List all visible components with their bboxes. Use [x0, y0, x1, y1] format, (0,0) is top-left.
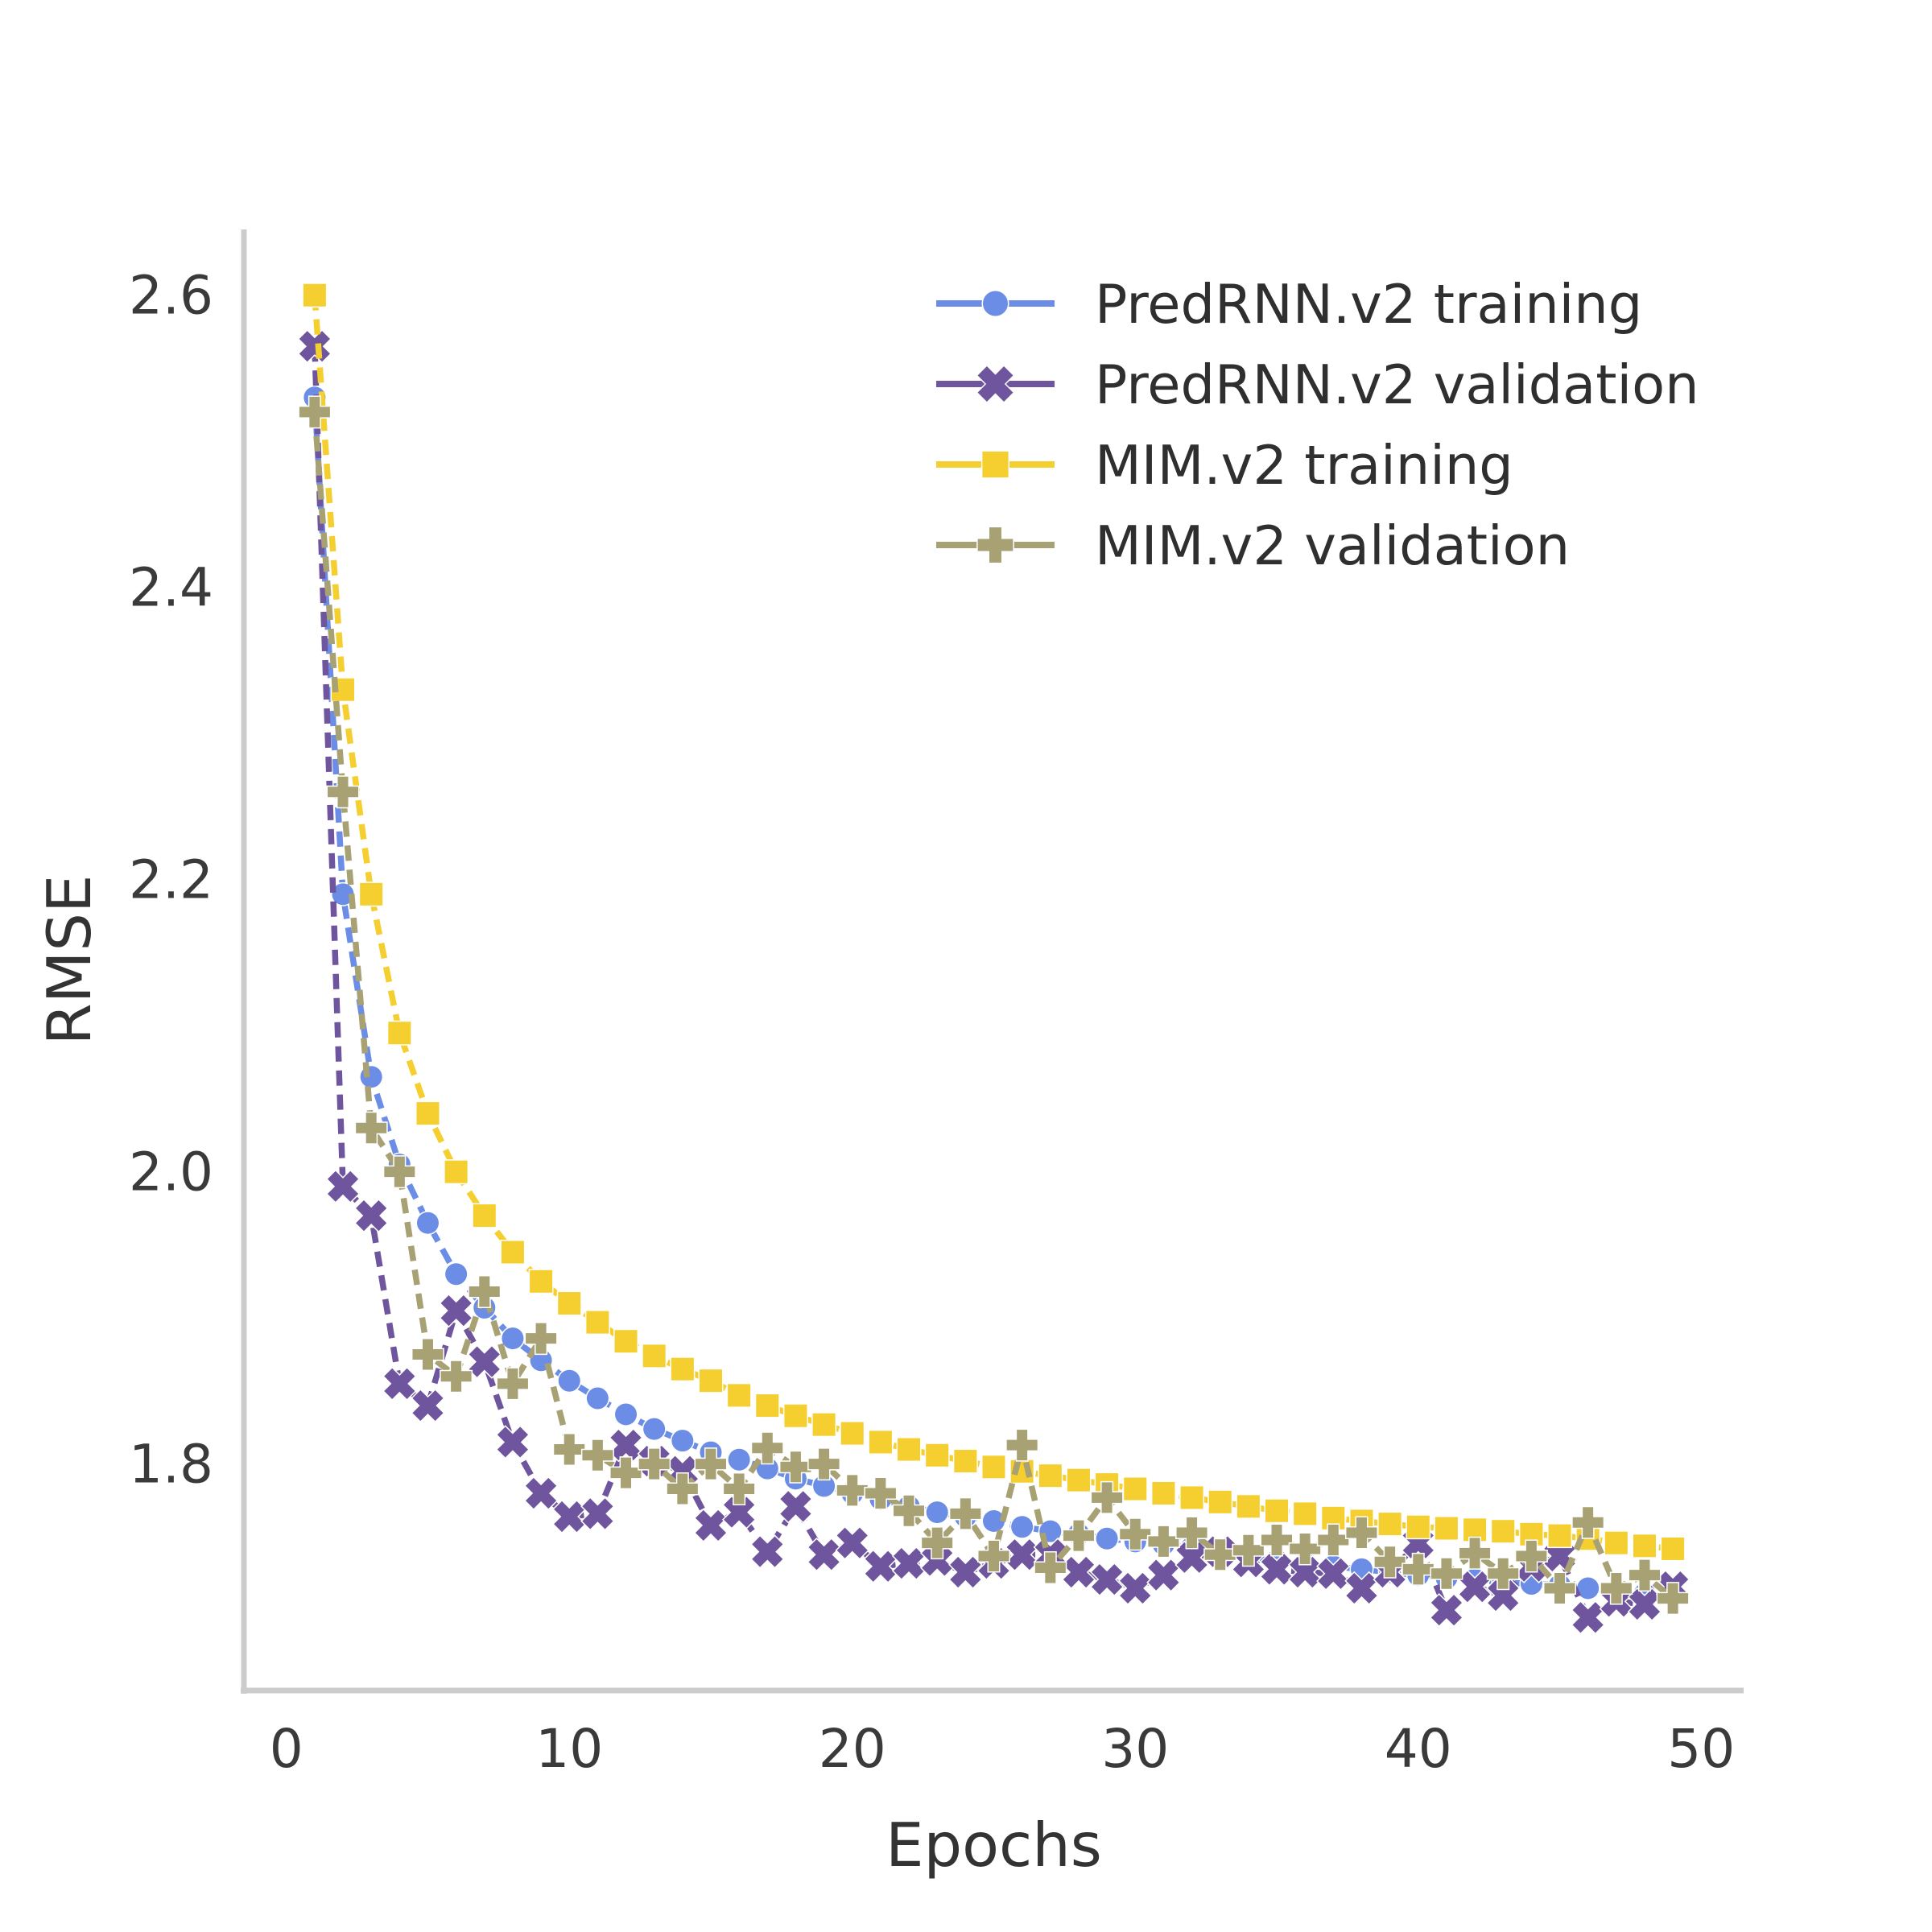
legend-label: MIM.v2 training: [1095, 434, 1513, 497]
y-tick-label: 2.4: [129, 557, 213, 619]
x-tick-label: 10: [535, 1718, 603, 1780]
series-mim-v2-training: [302, 283, 1686, 1562]
legend-label: PredRNN.v2 validation: [1095, 353, 1699, 416]
y-tick-label: 2.0: [129, 1141, 213, 1203]
series-mim-v2-validation: [298, 395, 1690, 1616]
legend-label: PredRNN.v2 training: [1095, 273, 1642, 336]
legend-entry-predrnn-v2-training: PredRNN.v2 training: [936, 273, 1642, 336]
legend-entry-mim-v2-training: MIM.v2 training: [936, 434, 1513, 497]
x-tick-label: 30: [1101, 1718, 1169, 1780]
x-axis-tick-labels: 0 10 20 30 40 50: [270, 1718, 1736, 1780]
y-tick-label: 1.8: [129, 1434, 213, 1496]
y-tick-label: 2.2: [129, 849, 213, 911]
legend-entry-mim-v2-validation: MIM.v2 validation: [936, 514, 1570, 577]
legend-label: MIM.v2 validation: [1095, 514, 1570, 577]
series-line: [312, 411, 1675, 1601]
plot-area: [297, 283, 1690, 1635]
y-axis-tick-labels: 2.6 2.4 2.2 2.0 1.8: [129, 265, 213, 1496]
axes-spines: [241, 229, 1744, 1694]
legend: PredRNN.v2 training PredRNN.v2 validation…: [936, 273, 1699, 577]
y-tick-label: 2.6: [129, 265, 213, 327]
y-axis-title: RMSE: [34, 875, 105, 1046]
x-tick-label: 0: [270, 1718, 303, 1780]
x-axis-title: Epochs: [886, 1810, 1102, 1880]
legend-entry-predrnn-v2-validation: PredRNN.v2 validation: [936, 353, 1699, 416]
x-tick-label: 20: [819, 1718, 886, 1780]
x-tick-label: 50: [1667, 1718, 1735, 1780]
x-tick-label: 40: [1385, 1718, 1452, 1780]
